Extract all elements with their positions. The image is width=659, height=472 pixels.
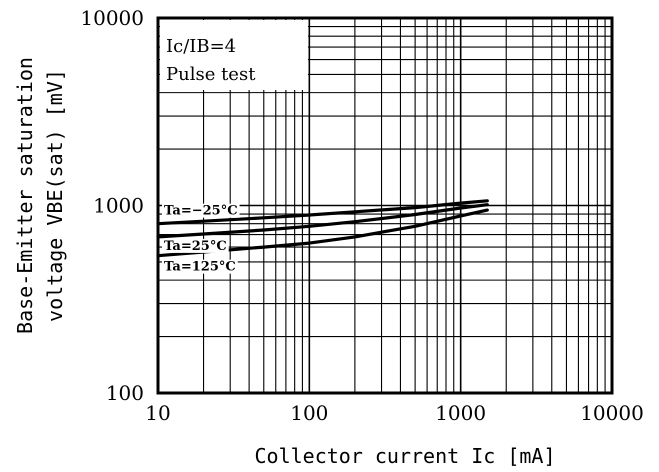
y-axis-title-line2: voltage VBE(sat) [mV] bbox=[43, 69, 67, 322]
y-axis-title-line1: Base-Emitter saturation bbox=[13, 57, 37, 334]
series-label-0: Ta=−25°C bbox=[164, 204, 238, 219]
y-tick-labels: 100 1000 10000 bbox=[80, 6, 144, 405]
x-tick-label: 1000 bbox=[435, 401, 486, 425]
series-label-1: Ta=25°C bbox=[164, 239, 227, 254]
x-tick-label: 10000 bbox=[580, 401, 644, 425]
annotation-box: Ic/IB=4 Pulse test bbox=[160, 20, 308, 90]
annotation-pulse-test: Pulse test bbox=[166, 64, 256, 85]
series-line-1 bbox=[156, 203, 489, 239]
plot-frame bbox=[156, 16, 614, 395]
y-tick-label: 1000 bbox=[93, 194, 144, 218]
series-label-background bbox=[162, 259, 238, 274]
x-tick-label: 10 bbox=[145, 401, 170, 425]
series-labels: Ta=−25°C Ta=25°C Ta=125°C bbox=[162, 203, 240, 275]
series-line-0 bbox=[156, 199, 489, 226]
annotation-background bbox=[160, 20, 308, 90]
x-tick-label: 100 bbox=[290, 401, 328, 425]
annotation-ratio: Ic/IB=4 bbox=[166, 36, 236, 57]
x-tick-labels: 10 100 1000 10000 bbox=[145, 401, 644, 425]
series-label-background bbox=[162, 238, 229, 253]
series-label-background bbox=[162, 203, 240, 218]
y-tick-label: 100 bbox=[106, 381, 144, 405]
x-axis-title: Collector current Ic [mA] bbox=[254, 444, 555, 468]
series-label-2: Ta=125°C bbox=[164, 260, 236, 275]
y-tick-label: 10000 bbox=[80, 6, 144, 30]
